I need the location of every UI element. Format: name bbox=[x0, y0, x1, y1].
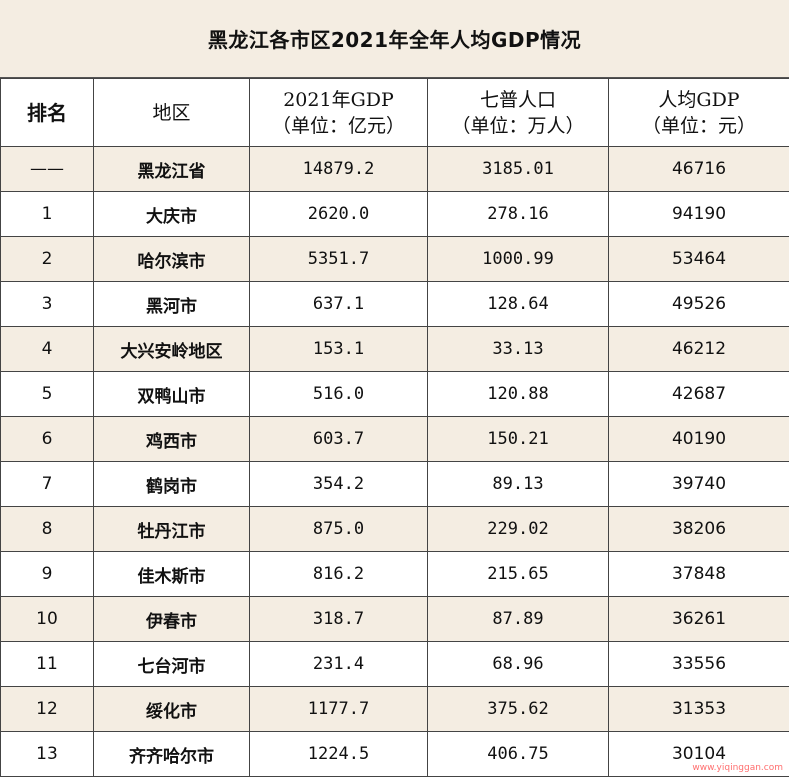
gdp-cell: 318.7 bbox=[249, 596, 428, 642]
gdp-cell: 354.2 bbox=[249, 461, 428, 507]
population-cell: 1000.99 bbox=[427, 236, 609, 282]
gdp-cell: 1224.5 bbox=[249, 731, 428, 777]
table-row: 4 大兴安岭地区 153.1 33.13 46212 bbox=[0, 326, 789, 372]
table-row: 5 双鸭山市 516.0 120.88 42687 bbox=[0, 371, 789, 417]
population-cell: 68.96 bbox=[427, 641, 609, 687]
region-cell: 绥化市 bbox=[93, 686, 250, 732]
population-cell: 406.75 bbox=[427, 731, 609, 777]
population-cell: 150.21 bbox=[427, 416, 609, 462]
region-cell: 哈尔滨市 bbox=[93, 236, 250, 282]
header-row: 排名 地区 2021年GDP （单位：亿元） 七普人口 （单位：万人） 人均GDP （… bbox=[0, 78, 789, 147]
table-row: 2 哈尔滨市 5351.7 1000.99 53464 bbox=[0, 236, 789, 282]
region-cell: 大兴安岭地区 bbox=[93, 326, 250, 372]
rank-cell: 4 bbox=[0, 326, 94, 372]
gdp-cell: 1177.7 bbox=[249, 686, 428, 732]
per-capita-cell: 40190 bbox=[608, 416, 789, 462]
gdp-cell: 2620.0 bbox=[249, 191, 428, 237]
per-capita-cell: 31353 bbox=[608, 686, 789, 732]
population-cell: 375.62 bbox=[427, 686, 609, 732]
per-capita-cell: 46212 bbox=[608, 326, 789, 372]
rank-cell: 1 bbox=[0, 191, 94, 237]
per-capita-cell: 42687 bbox=[608, 371, 789, 417]
region-cell: 鹤岗市 bbox=[93, 461, 250, 507]
table-row: 3 黑河市 637.1 128.64 49526 bbox=[0, 281, 789, 327]
table-row: 12 绥化市 1177.7 375.62 31353 bbox=[0, 686, 789, 732]
region-cell: 牡丹江市 bbox=[93, 506, 250, 552]
rank-cell: 9 bbox=[0, 551, 94, 597]
table-row: 8 牡丹江市 875.0 229.02 38206 bbox=[0, 506, 789, 552]
rank-cell: 5 bbox=[0, 371, 94, 417]
population-cell: 89.13 bbox=[427, 461, 609, 507]
rank-cell: 7 bbox=[0, 461, 94, 507]
per-capita-cell: 39740 bbox=[608, 461, 789, 507]
table-row: 7 鹤岗市 354.2 89.13 39740 bbox=[0, 461, 789, 507]
rank-cell: 2 bbox=[0, 236, 94, 282]
header-gdp: 2021年GDP （单位：亿元） bbox=[249, 78, 428, 147]
region-cell: 伊春市 bbox=[93, 596, 250, 642]
table-row: 13 齐齐哈尔市 1224.5 406.75 30104 bbox=[0, 731, 789, 777]
per-capita-cell: 53464 bbox=[608, 236, 789, 282]
header-rank: 排名 bbox=[0, 78, 94, 147]
table-row: 10 伊春市 318.7 87.89 36261 bbox=[0, 596, 789, 642]
watermark: www.yiqinggan.com bbox=[692, 763, 783, 773]
population-cell: 278.16 bbox=[427, 191, 609, 237]
table-row: 9 佳木斯市 816.2 215.65 37848 bbox=[0, 551, 789, 597]
table-row: —— 黑龙江省 14879.2 3185.01 46716 bbox=[0, 146, 789, 192]
per-capita-cell: 37848 bbox=[608, 551, 789, 597]
header-per-capita: 人均GDP （单位：元） bbox=[608, 78, 789, 147]
gdp-cell: 231.4 bbox=[249, 641, 428, 687]
rank-cell: 12 bbox=[0, 686, 94, 732]
rank-cell: 8 bbox=[0, 506, 94, 552]
region-cell: 鸡西市 bbox=[93, 416, 250, 462]
population-cell: 128.64 bbox=[427, 281, 609, 327]
population-cell: 33.13 bbox=[427, 326, 609, 372]
region-cell: 黑龙江省 bbox=[93, 146, 250, 192]
rank-cell: 6 bbox=[0, 416, 94, 462]
per-capita-cell: 36261 bbox=[608, 596, 789, 642]
per-capita-cell: 49526 bbox=[608, 281, 789, 327]
table-title: 黑龙江各市区2021年全年人均GDP情况 bbox=[0, 0, 789, 78]
gdp-cell: 5351.7 bbox=[249, 236, 428, 282]
table-row: 1 大庆市 2620.0 278.16 94190 bbox=[0, 191, 789, 237]
gdp-cell: 875.0 bbox=[249, 506, 428, 552]
header-population: 七普人口 （单位：万人） bbox=[427, 78, 609, 147]
gdp-cell: 603.7 bbox=[249, 416, 428, 462]
region-cell: 黑河市 bbox=[93, 281, 250, 327]
gdp-cell: 153.1 bbox=[249, 326, 428, 372]
table-row: 6 鸡西市 603.7 150.21 40190 bbox=[0, 416, 789, 462]
population-cell: 87.89 bbox=[427, 596, 609, 642]
rank-cell: 3 bbox=[0, 281, 94, 327]
rank-cell: 11 bbox=[0, 641, 94, 687]
region-cell: 七台河市 bbox=[93, 641, 250, 687]
gdp-table: 排名 地区 2021年GDP （单位：亿元） 七普人口 （单位：万人） 人均GDP （… bbox=[0, 78, 789, 777]
gdp-cell: 637.1 bbox=[249, 281, 428, 327]
per-capita-cell: 38206 bbox=[608, 506, 789, 552]
rank-cell: 13 bbox=[0, 731, 94, 777]
header-region: 地区 bbox=[93, 78, 250, 147]
population-cell: 229.02 bbox=[427, 506, 609, 552]
per-capita-cell: 46716 bbox=[608, 146, 789, 192]
per-capita-cell: 30104 bbox=[608, 731, 789, 777]
gdp-cell: 816.2 bbox=[249, 551, 428, 597]
per-capita-cell: 94190 bbox=[608, 191, 789, 237]
region-cell: 佳木斯市 bbox=[93, 551, 250, 597]
gdp-cell: 14879.2 bbox=[249, 146, 428, 192]
per-capita-cell: 33556 bbox=[608, 641, 789, 687]
table-row: 11 七台河市 231.4 68.96 33556 bbox=[0, 641, 789, 687]
population-cell: 215.65 bbox=[427, 551, 609, 597]
region-cell: 齐齐哈尔市 bbox=[93, 731, 250, 777]
population-cell: 3185.01 bbox=[427, 146, 609, 192]
region-cell: 大庆市 bbox=[93, 191, 250, 237]
rank-cell: 10 bbox=[0, 596, 94, 642]
region-cell: 双鸭山市 bbox=[93, 371, 250, 417]
gdp-cell: 516.0 bbox=[249, 371, 428, 417]
population-cell: 120.88 bbox=[427, 371, 609, 417]
rank-cell: —— bbox=[0, 146, 94, 192]
